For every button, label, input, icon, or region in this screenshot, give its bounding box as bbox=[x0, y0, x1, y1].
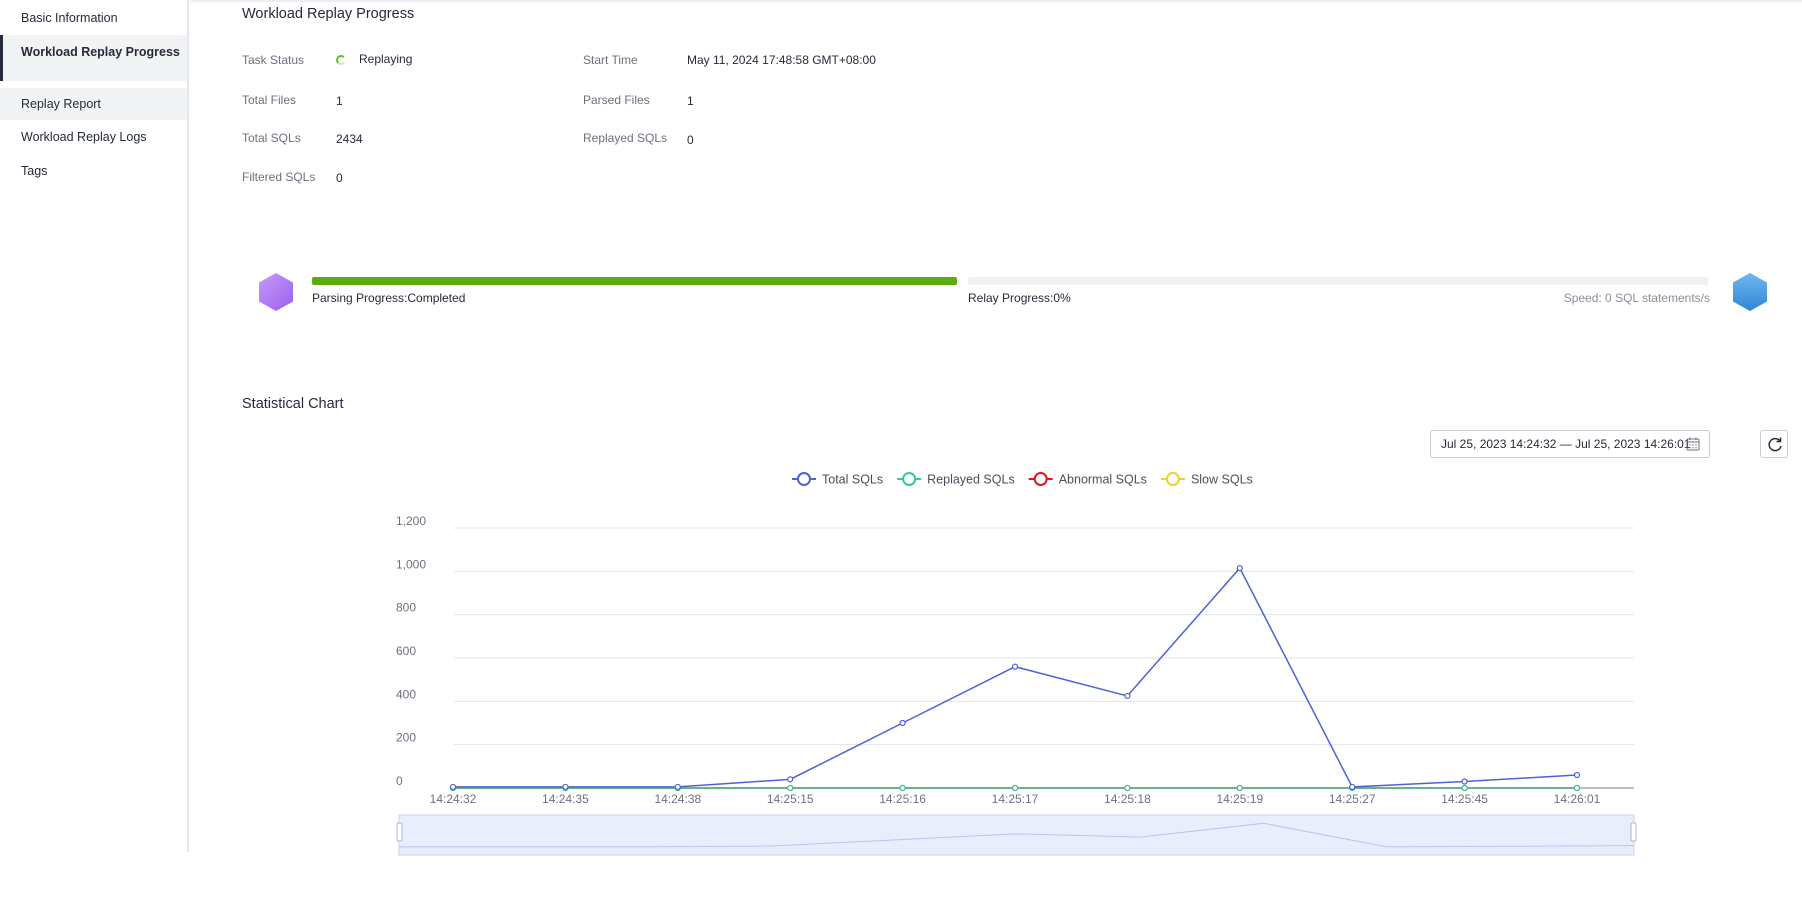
data-point bbox=[899, 784, 906, 792]
x-tick-label: 14:25:19 bbox=[1216, 792, 1263, 806]
replayed-sqls-label: Replayed SQLs bbox=[583, 131, 668, 145]
x-tick-label: 14:25:16 bbox=[879, 792, 926, 806]
relay-progress-bar bbox=[968, 277, 1708, 285]
date-range-value: Jul 25, 2023 14:24:32 — Jul 25, 2023 14:… bbox=[1441, 437, 1691, 451]
data-point bbox=[899, 719, 906, 727]
data-point bbox=[449, 783, 457, 791]
nav-item-basic-information[interactable]: Basic Information bbox=[21, 11, 118, 25]
refresh-icon bbox=[1768, 437, 1782, 452]
nav-item-tags[interactable]: Tags bbox=[21, 164, 48, 178]
section-title-statistical-chart: Statistical Chart bbox=[242, 396, 344, 412]
replayed-sqls-value: 0 bbox=[687, 133, 694, 147]
data-point bbox=[1349, 783, 1356, 791]
legend-label: Total SQLs bbox=[822, 473, 883, 487]
data-zoom-handle-left bbox=[396, 822, 403, 842]
nav-item-workload-replay-progress[interactable]: Workload Replay Progress bbox=[0, 35, 187, 81]
relay-progress-label: Relay Progress:0% bbox=[968, 291, 1071, 305]
main-content: Workload Replay Progress Task Status Rep… bbox=[191, 0, 1802, 856]
data-point bbox=[1011, 663, 1019, 670]
nav-item-replay-report[interactable]: Replay Report bbox=[0, 88, 187, 120]
legend-marker bbox=[1165, 472, 1180, 486]
data-point bbox=[1011, 784, 1019, 792]
section-title-progress: Workload Replay Progress bbox=[242, 6, 415, 22]
relay-hexagon-icon bbox=[1733, 273, 1767, 311]
y-tick-label: 800 bbox=[396, 601, 416, 615]
data-point bbox=[787, 776, 794, 783]
total-files-label: Total Files bbox=[242, 93, 297, 107]
data-point bbox=[562, 783, 569, 791]
y-tick-label: 1,000 bbox=[396, 557, 426, 571]
data-point bbox=[1461, 784, 1468, 792]
total-files-value: 1 bbox=[336, 94, 343, 108]
x-tick-label: 14:25:17 bbox=[992, 792, 1039, 806]
data-point bbox=[1236, 564, 1243, 572]
data-point bbox=[674, 783, 681, 791]
parsing-progress-fill bbox=[312, 277, 957, 285]
parsing-progress-bar bbox=[312, 277, 957, 285]
data-point bbox=[1573, 784, 1581, 792]
x-tick-label: 14:24:38 bbox=[654, 792, 701, 806]
legend-marker bbox=[797, 472, 811, 486]
data-point bbox=[1573, 771, 1581, 779]
y-tick-label: 0 bbox=[396, 774, 403, 788]
legend-label: Slow SQLs bbox=[1191, 473, 1253, 487]
series-line bbox=[453, 566, 1578, 788]
data-point bbox=[1461, 778, 1468, 785]
filtered-sqls-value: 0 bbox=[336, 171, 343, 185]
data-zoom-preview-line bbox=[399, 822, 1635, 848]
data-point bbox=[1124, 692, 1131, 700]
data-zoom-handle-right bbox=[1630, 822, 1637, 842]
parsing-progress-label: Parsing Progress:Completed bbox=[312, 291, 466, 305]
legend-label: Abnormal SQLs bbox=[1059, 473, 1147, 487]
x-tick-label: 14:25:15 bbox=[767, 792, 814, 806]
sidebar-nav: Basic Information Workload Replay Progre… bbox=[0, 0, 189, 852]
parsing-hexagon-icon bbox=[259, 273, 293, 311]
legend-marker bbox=[902, 472, 917, 486]
parsed-files-value: 1 bbox=[687, 94, 694, 108]
data-point bbox=[1236, 784, 1243, 792]
refresh-button[interactable] bbox=[1760, 430, 1788, 458]
x-tick-label: 14:25:18 bbox=[1104, 792, 1151, 806]
data-point bbox=[787, 784, 794, 792]
speed-label: Speed: 0 SQL statements/s bbox=[1563, 291, 1710, 305]
nav-item-workload-replay-logs[interactable]: Workload Replay Logs bbox=[21, 130, 147, 144]
y-tick-label: 600 bbox=[396, 644, 416, 658]
legend-label: Replayed SQLs bbox=[927, 473, 1015, 487]
date-range-picker[interactable]: Jul 25, 2023 14:24:32 — Jul 25, 2023 14:… bbox=[1430, 430, 1710, 458]
statistical-line-chart: Total SQLs Replayed SQLs Abnormal SQLs Slow… bbox=[396, 472, 1637, 856]
parsed-files-label: Parsed Files bbox=[583, 93, 650, 107]
task-status-label: Task Status bbox=[242, 53, 305, 67]
x-tick-label: 14:25:45 bbox=[1441, 792, 1488, 806]
y-tick-label: 200 bbox=[396, 731, 416, 745]
data-zoom-slider bbox=[398, 814, 1635, 856]
x-tick-label: 14:24:32 bbox=[430, 792, 477, 806]
legend-marker bbox=[1033, 472, 1048, 486]
data-point bbox=[1124, 784, 1131, 792]
x-tick-label: 14:26:01 bbox=[1554, 792, 1601, 806]
start-time-label: Start Time bbox=[583, 53, 638, 67]
x-tick-label: 14:24:35 bbox=[542, 792, 589, 806]
top-divider bbox=[191, 0, 1802, 2]
task-status-value: Replaying bbox=[359, 52, 413, 66]
filtered-sqls-label: Filtered SQLs bbox=[242, 170, 316, 184]
x-tick-label: 14:25:27 bbox=[1329, 792, 1376, 806]
total-sqls-value: 2434 bbox=[336, 132, 363, 146]
calendar-icon[interactable] bbox=[1686, 437, 1700, 451]
loading-spinner-icon bbox=[336, 55, 346, 65]
start-time-value: May 11, 2024 17:48:58 GMT+08:00 bbox=[687, 53, 876, 67]
y-tick-label: 400 bbox=[396, 687, 416, 701]
total-sqls-label: Total SQLs bbox=[242, 131, 301, 145]
y-tick-label: 1,200 bbox=[396, 514, 426, 528]
